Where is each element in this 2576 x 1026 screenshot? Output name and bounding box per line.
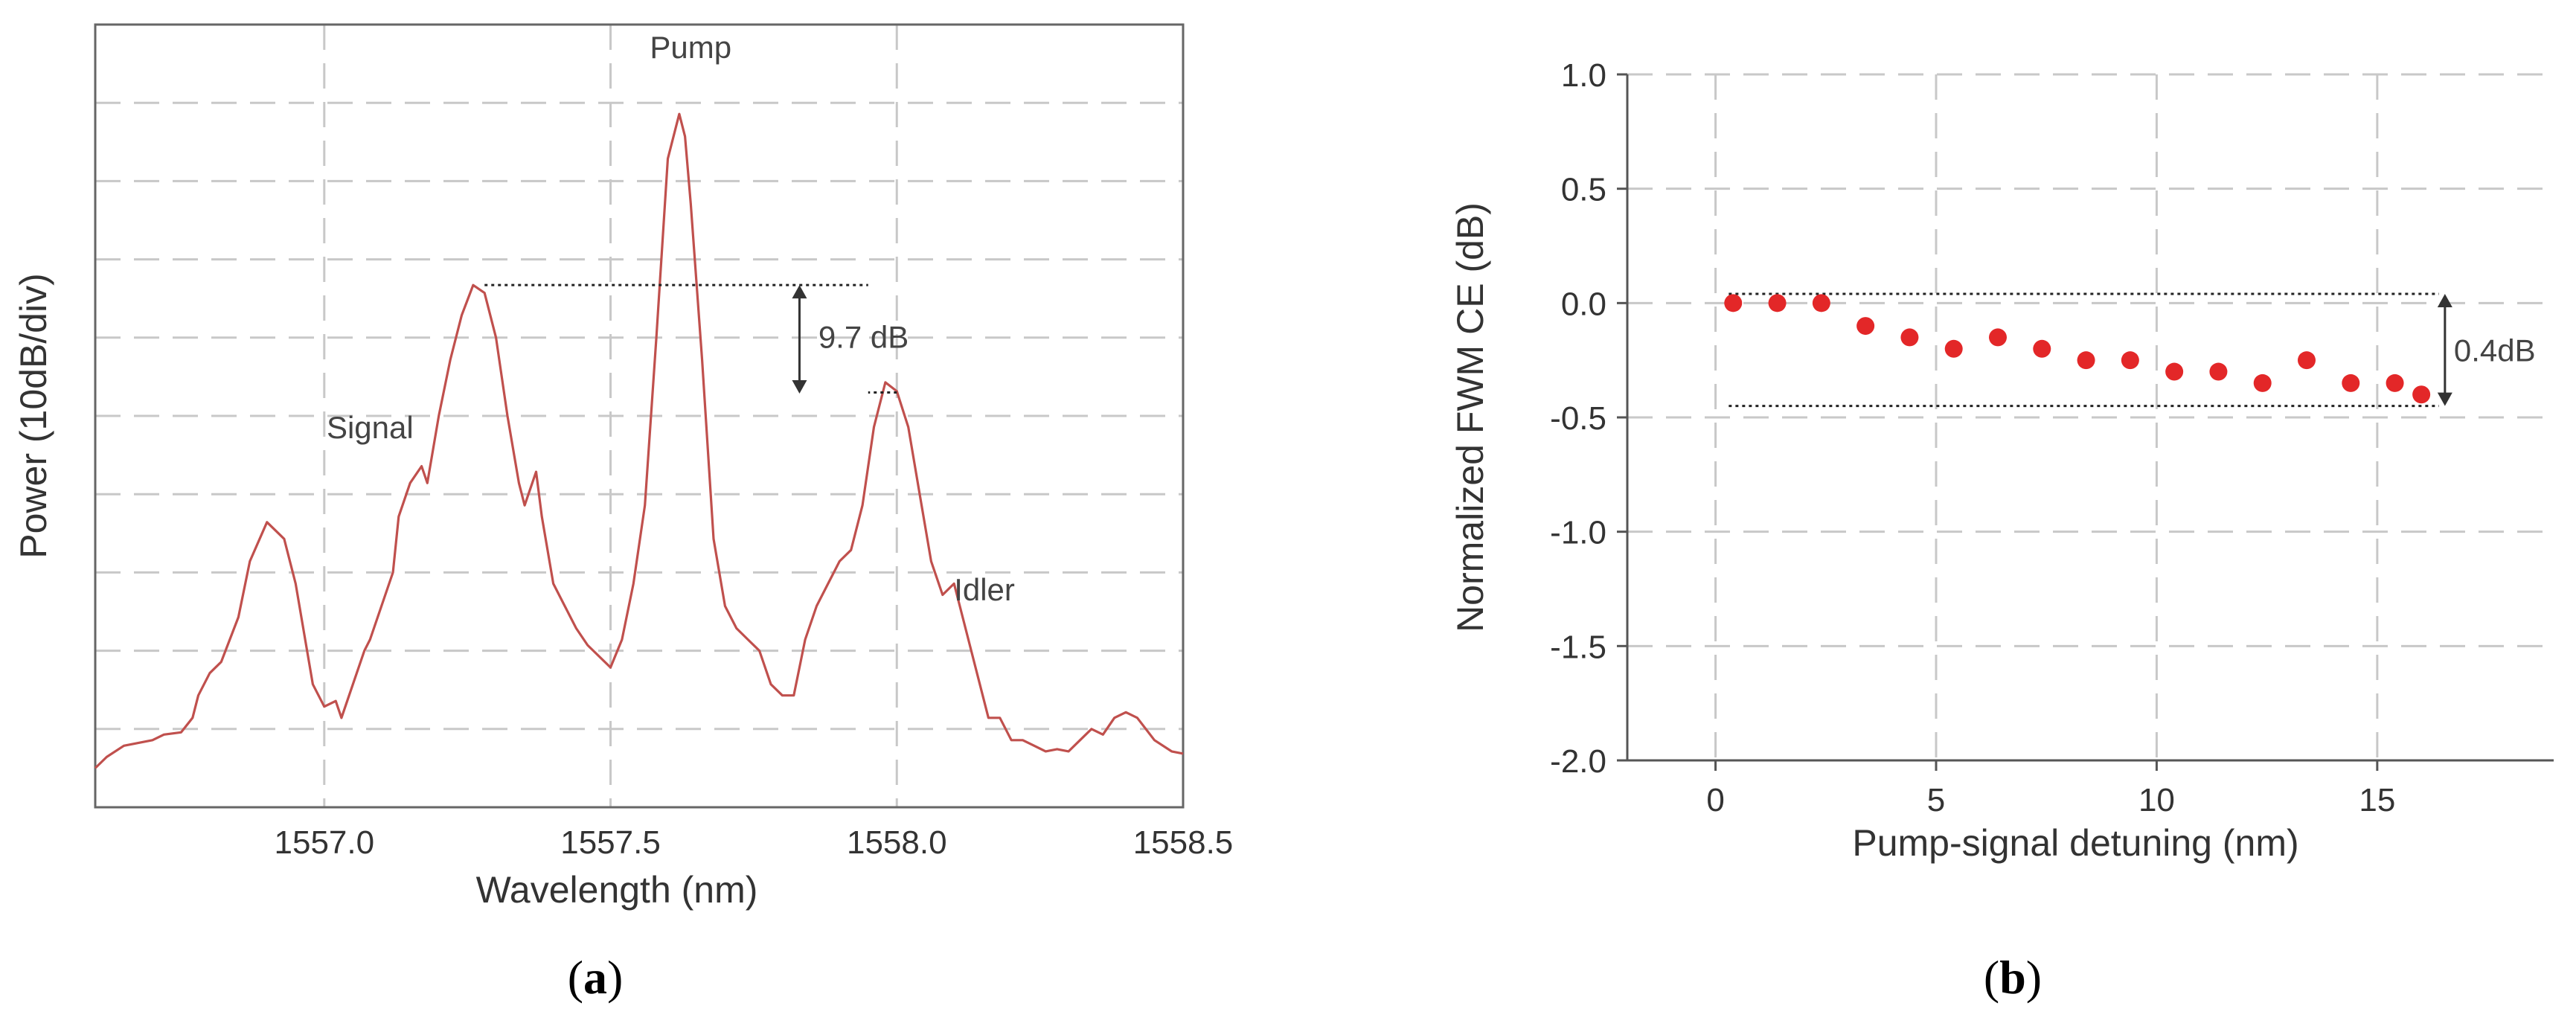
- y-tick-label: -0.5: [1550, 400, 1606, 437]
- spectrum-line: [94, 112, 1184, 769]
- data-point: [1900, 328, 1919, 347]
- x-tick-label: 15: [2359, 782, 2395, 818]
- y-tick-label: -1.5: [1550, 629, 1606, 665]
- arrow-head-down: [792, 379, 807, 394]
- y-tick-label: -2.0: [1550, 743, 1606, 780]
- data-point: [2121, 351, 2139, 370]
- x-tick-label: 1557.0: [275, 824, 375, 861]
- panel-label-a: (a): [568, 951, 624, 1004]
- x-axis-label: Pump-signal detuning (nm): [1852, 822, 2298, 864]
- x-tick-label: 1558.5: [1133, 824, 1234, 861]
- data-point: [1989, 328, 2007, 347]
- y-axis-label: Normalized FWM CE (dB): [1449, 202, 1491, 632]
- y-tick-label: 0.5: [1561, 172, 1606, 208]
- data-point: [1724, 294, 1743, 312]
- x-tick-label: 5: [1927, 782, 1945, 818]
- annotation-label: 9.7 dB: [818, 319, 909, 354]
- y-tick-label: 1.0: [1561, 57, 1606, 94]
- annotation-label: Pump: [650, 30, 731, 65]
- difference-label: 0.4dB: [2454, 333, 2536, 368]
- x-tick-label: 1558.0: [847, 824, 947, 861]
- data-point: [2165, 362, 2184, 381]
- grid-a: [95, 25, 1183, 807]
- x-tick-label: 10: [2138, 782, 2175, 818]
- data-point: [2077, 351, 2095, 370]
- chart-b-conversion-efficiency: 1.0 0.5 0.0 -0.5 -1.0 -1.5 -2.0 0 5 10 15 Pump-sign…: [1449, 57, 2554, 864]
- data-point: [2342, 373, 2360, 392]
- data-point: [2033, 339, 2051, 358]
- y-tick-label: 0.0: [1561, 286, 1606, 322]
- arrow-head-up: [792, 285, 807, 299]
- arrow-head-up: [2437, 294, 2452, 308]
- data-point: [1812, 294, 1830, 312]
- annotation-label: Signal: [327, 410, 414, 445]
- x-tick-label: 1557.5: [560, 824, 661, 861]
- data-point: [1856, 317, 1875, 336]
- chart-a-spectrum: 1557.0 1557.5 1558.0 1558.5 Wavelength (nm) P…: [13, 23, 1234, 911]
- arrow-head-down: [2437, 392, 2452, 406]
- data-point: [2209, 362, 2228, 381]
- data-point: [1768, 294, 1787, 312]
- plot-frame-a: [94, 23, 1185, 809]
- grid-b: [1627, 73, 2554, 760]
- y-tick-label: -1.0: [1550, 515, 1606, 551]
- x-axis-label: Wavelength (nm): [476, 869, 758, 911]
- panel-label-b: (b): [1984, 951, 2042, 1004]
- data-point: [1944, 339, 1963, 358]
- data-point: [2386, 373, 2404, 392]
- data-point: [2412, 385, 2431, 404]
- y-axis-label: Power (10dB/div): [13, 273, 54, 559]
- annotation-label: Idler: [954, 572, 1015, 607]
- data-point: [2253, 373, 2272, 392]
- data-point: [2298, 351, 2316, 370]
- x-tick-label: 0: [1706, 782, 1724, 818]
